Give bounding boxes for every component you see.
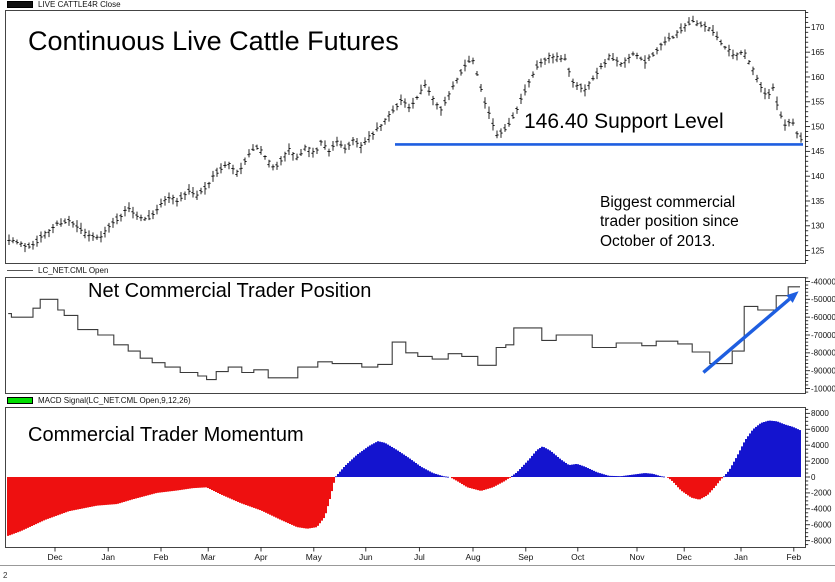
- momentum-plot-box[interactable]: [5, 407, 806, 548]
- x-axis-month-label: Feb: [786, 552, 801, 562]
- x-axis-month-label: Aug: [465, 552, 480, 562]
- window-bottom-divider: [0, 565, 835, 566]
- macd-series-swatch-icon: [7, 397, 33, 404]
- price-y-axis-label: 135: [811, 197, 825, 206]
- net-position-plot-area[interactable]: [5, 277, 806, 394]
- price-y-axis-label: 125: [811, 246, 825, 255]
- price-y-axis: 170 165 160 155 150 145 140 135 130 125: [805, 12, 825, 261]
- price-panel-title: Continuous Live Cattle Futures: [28, 26, 399, 56]
- momentum-y-axis-label: 0: [811, 473, 816, 482]
- support-level-label: 146.40 Support Level: [524, 110, 724, 133]
- momentum-y-axis: 8000 6000 4000 2000 0 -2000 -4000 -6000 -8000: [805, 408, 832, 545]
- momentum-plot-area[interactable]: [5, 407, 806, 548]
- macd-series-legend-label: MACD Signal(LC_NET.CML Open,9,12,26): [38, 396, 191, 405]
- momentum-y-axis-label: -8000: [811, 536, 832, 545]
- price-plot-area[interactable]: [5, 10, 806, 264]
- momentum-y-axis-label: 6000: [811, 425, 829, 434]
- net-position-y-axis-label: -60000: [811, 313, 835, 322]
- net-position-series-legend-label: LC_NET.CML Open: [38, 266, 109, 275]
- momentum-y-axis-label: 8000: [811, 409, 829, 418]
- x-axis-month-label: Jul: [414, 552, 425, 562]
- price-y-axis-label: 140: [811, 172, 825, 181]
- x-axis-month-label: Nov: [629, 552, 645, 562]
- x-axis-month-label: Jun: [359, 552, 373, 562]
- price-y-axis-label: 145: [811, 147, 825, 156]
- page-footer-mark: 2: [3, 571, 8, 580]
- net-position-step-line: [8, 286, 800, 381]
- momentum-y-axis-label: -2000: [811, 489, 832, 498]
- momentum-y-axis-label: 4000: [811, 441, 829, 450]
- price-plot-box[interactable]: [5, 10, 806, 264]
- price-series-swatch-icon: [7, 1, 33, 8]
- net-position-panel-title: Net Commercial Trader Position: [88, 280, 372, 302]
- commercial-position-note: Biggest commercial trader position since…: [600, 194, 739, 250]
- macd-series-legend: MACD Signal(LC_NET.CML Open,9,12,26): [7, 396, 191, 405]
- net-position-y-axis: -40000 -50000 -60000 -70000 -80000 -90000 -100…: [805, 277, 835, 393]
- x-axis-month-label: Mar: [201, 552, 216, 562]
- net-position-y-axis-label: -70000: [811, 331, 835, 340]
- net-position-y-axis-label: -80000: [811, 349, 835, 358]
- net-position-series-legend: LC_NET.CML Open: [7, 266, 108, 275]
- net-position-y-axis-label: -90000: [811, 366, 835, 375]
- momentum-y-axis-label: 2000: [811, 457, 829, 466]
- trend-arrow[interactable]: [702, 291, 799, 374]
- net-position-y-axis-label: -40000: [811, 277, 835, 286]
- momentum-y-axis-label: -4000: [811, 505, 832, 514]
- net-position-y-axis-label: -50000: [811, 295, 835, 304]
- net-position-y-axis-label: -100000: [811, 384, 835, 393]
- x-axis-month-label: May: [306, 552, 323, 562]
- price-series-legend-label: LIVE CATTLE4R Close: [38, 0, 121, 9]
- net-position-series-swatch-icon: [7, 270, 33, 271]
- momentum-panel-title: Commercial Trader Momentum: [28, 424, 304, 446]
- price-y-axis-label: 130: [811, 222, 825, 231]
- x-axis-month-label: Sep: [518, 552, 533, 562]
- x-axis-month-label: Apr: [254, 552, 267, 562]
- x-axis-month-label: Feb: [154, 552, 169, 562]
- x-axis-month-label: Dec: [677, 552, 693, 562]
- price-series-legend: LIVE CATTLE4R Close: [7, 0, 121, 9]
- price-y-axis-label: 165: [811, 48, 825, 57]
- x-axis-month-label: Jan: [101, 552, 115, 562]
- x-axis: Dec Jan Feb Mar Apr May Jun Jul Aug Sep Oct Nov Dec J…: [47, 547, 801, 562]
- x-axis-month-label: Dec: [47, 552, 63, 562]
- price-y-axis-label: 155: [811, 98, 825, 107]
- x-axis-month-label: Jan: [734, 552, 748, 562]
- price-y-axis-label: 150: [811, 122, 825, 131]
- net-position-plot-box[interactable]: [5, 277, 806, 394]
- x-axis-month-label: Oct: [571, 552, 585, 562]
- price-y-axis-label: 170: [811, 23, 825, 32]
- momentum-y-axis-label: -6000: [811, 521, 832, 530]
- price-ohlc-bars: [7, 15, 803, 253]
- macd-histogram: [7, 420, 801, 536]
- price-y-axis-label: 160: [811, 73, 825, 82]
